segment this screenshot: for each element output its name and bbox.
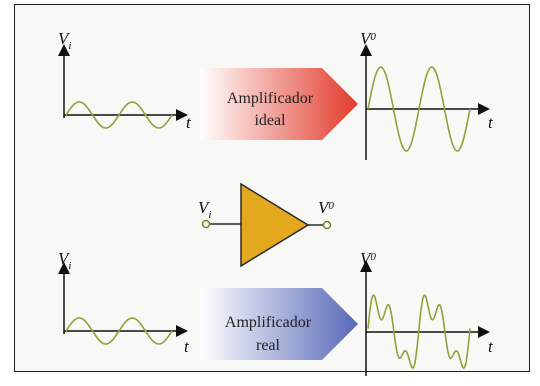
- input-signal-wave: [65, 101, 173, 129]
- real-amplifier-block: Amplificador real: [200, 288, 358, 360]
- amplifier-triangle: [240, 182, 310, 268]
- y-axis-label: Vi: [58, 29, 71, 52]
- y-axis-label: V0: [360, 29, 376, 48]
- output-signal-wave: [367, 66, 471, 152]
- input-label: Vi: [198, 198, 211, 221]
- real-label-line2: real: [256, 337, 281, 354]
- y-axis-label: Vi: [58, 249, 71, 272]
- input-signal-wave: [65, 317, 173, 345]
- input-graph-ideal: Vi t: [58, 29, 192, 132]
- ideal-label-line1: Amplificador: [227, 90, 314, 107]
- ideal-arrow-shape: [200, 68, 358, 140]
- amplifier-symbol: Vi V0: [198, 182, 334, 268]
- output-graph-ideal: V0 t: [360, 29, 494, 160]
- y-axis-label: V0: [360, 249, 376, 268]
- input-terminal: [201, 219, 211, 229]
- input-graph-real: Vi t: [58, 249, 190, 356]
- x-axis-label: t: [186, 113, 192, 132]
- distorted-output-signal-wave: [367, 294, 471, 370]
- x-axis-label: t: [488, 337, 494, 356]
- output-graph-real: V0 t: [360, 249, 494, 376]
- x-axis-label: t: [184, 337, 190, 356]
- output-label: V0: [318, 198, 334, 217]
- ideal-amplifier-block: Amplificador ideal: [200, 68, 358, 140]
- x-axis-label: t: [488, 113, 494, 132]
- ideal-label-line2: ideal: [254, 112, 286, 129]
- output-terminal: [322, 220, 332, 230]
- real-arrow-shape: [200, 288, 358, 360]
- real-label-line1: Amplificador: [225, 314, 312, 331]
